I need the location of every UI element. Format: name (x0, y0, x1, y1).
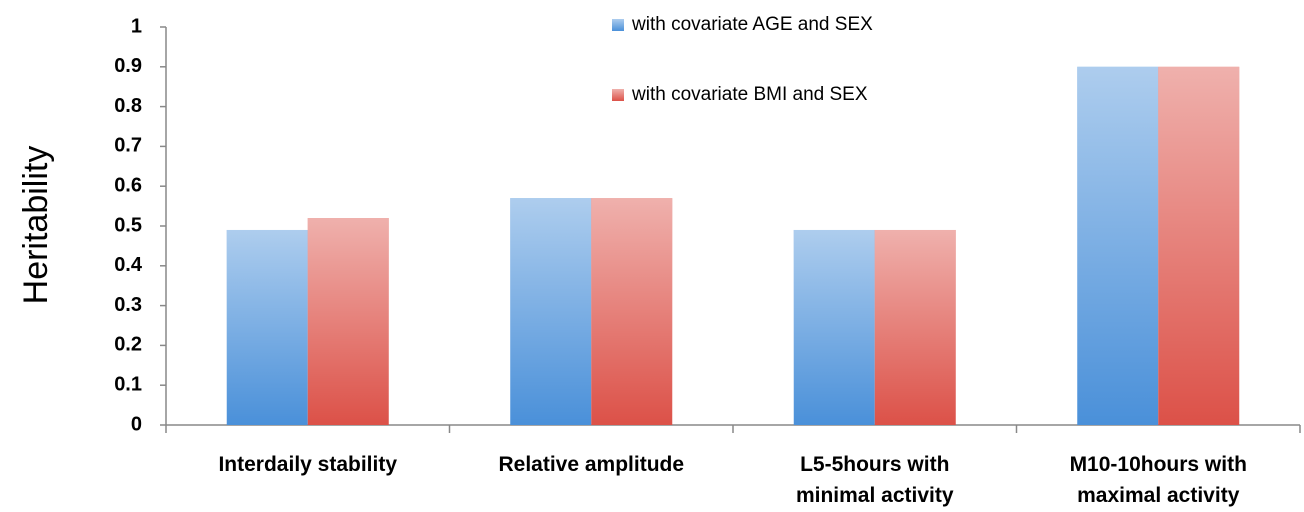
bar-shine (1158, 66, 1240, 426)
y-tick-label: 0.1 (114, 373, 142, 395)
y-tick-label: 0.8 (114, 95, 142, 117)
bar-shine (591, 198, 673, 425)
legend-label: with covariate BMI and SEX (631, 84, 868, 105)
y-tick-label: 0.4 (114, 254, 143, 276)
x-tick-label: M10-10hours with maximal activity (1069, 453, 1247, 507)
legend-swatch-shine (612, 89, 624, 101)
legend-swatch-shine (612, 19, 624, 31)
y-tick-label: 0.5 (114, 214, 142, 236)
y-tick-label: 0 (131, 413, 142, 435)
bar-shine (874, 229, 956, 425)
y-tick-label: 0.3 (114, 294, 142, 316)
bar-shine (510, 198, 592, 425)
x-tick-label: Relative amplitude (498, 453, 685, 476)
bar-shine (307, 218, 389, 425)
y-tick-label: 0.9 (114, 55, 142, 77)
bar-shine (793, 229, 875, 425)
x-tick-label: Interdaily stability (218, 453, 398, 476)
bar-shine (226, 229, 308, 425)
x-tick-label: L5-5hours with minimal activity (795, 453, 954, 507)
y-tick-label: 1 (131, 15, 142, 37)
legend-label: with covariate AGE and SEX (631, 14, 873, 35)
y-tick-label: 0.2 (114, 334, 142, 356)
y-axis-label: Heritability (17, 146, 55, 305)
y-tick-label: 0.6 (114, 174, 142, 196)
bar-shine (1077, 66, 1159, 426)
y-tick-label: 0.7 (114, 135, 142, 157)
